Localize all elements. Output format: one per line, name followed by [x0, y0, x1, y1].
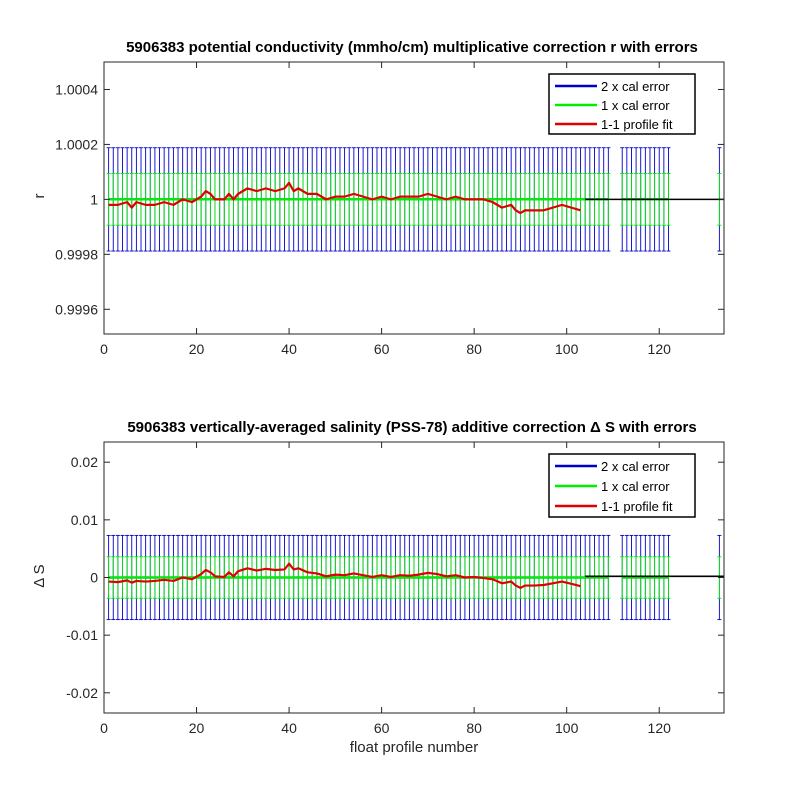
- y-tick-label: 0.9996: [55, 301, 98, 317]
- legend-entry-2x-cal-error: 2 x cal error: [601, 79, 670, 94]
- x-tick-label: 80: [466, 720, 482, 736]
- legend-entry-profile-fit: 1-1 profile fit: [601, 117, 673, 132]
- x-tick-label: 0: [100, 720, 108, 736]
- legend-entry-2x-cal-error: 2 x cal error: [601, 459, 670, 474]
- legend: 2 x cal error 1 x cal error 1-1 profile …: [548, 73, 696, 135]
- error-bars-1x-cal-error: [106, 556, 722, 599]
- y-tick-label: 1.0004: [55, 81, 98, 97]
- x-tick-label: 100: [555, 341, 579, 357]
- y-tick-label: 0.9998: [55, 246, 98, 262]
- series-line-profile-fit: [108, 181, 581, 215]
- x-tick-label: 60: [374, 341, 390, 357]
- legend-entry-1x-cal-error: 1 x cal error: [601, 98, 670, 113]
- y-axis-label: Δ S: [31, 564, 48, 587]
- x-tick-label: 120: [648, 341, 672, 357]
- y-tick-label: 0.01: [71, 512, 98, 528]
- subplot-salinity-correction: 5906383 vertically-averaged salinity (PS…: [31, 419, 725, 756]
- plot-area: 0 20 40 60 80 100 120 -0.02 -0.01 0 0.01 0.02: [66, 441, 725, 736]
- error-bars-1x-cal-error: [106, 173, 722, 226]
- y-tick-label: 1: [90, 191, 98, 207]
- x-tick-label: 20: [189, 720, 205, 736]
- y-tick-label: 0: [90, 570, 98, 586]
- chart-title: 5906383 potential conductivity (mmho/cm)…: [126, 39, 698, 56]
- x-axis-label: float profile number: [350, 739, 478, 756]
- legend-entry-profile-fit: 1-1 profile fit: [601, 499, 673, 514]
- x-tick-label: 20: [189, 341, 205, 357]
- x-tick-label: 100: [555, 720, 579, 736]
- x-tick-label: 0: [100, 341, 108, 357]
- series-line-profile-fit: [108, 562, 581, 589]
- y-tick-label: -0.01: [66, 627, 98, 643]
- x-tick-label: 40: [281, 341, 297, 357]
- y-tick-label: -0.02: [66, 685, 98, 701]
- x-tick-label: 120: [648, 720, 672, 736]
- y-axis-label: r: [31, 194, 48, 199]
- legend: 2 x cal error 1 x cal error 1-1 profile …: [548, 453, 696, 518]
- y-tick-label: 1.0002: [55, 136, 98, 152]
- x-tick-label: 80: [466, 341, 482, 357]
- x-tick-label: 60: [374, 720, 390, 736]
- chart-title: 5906383 vertically-averaged salinity (PS…: [127, 419, 696, 436]
- axes-frame: [103, 61, 725, 335]
- x-tick-label: 40: [281, 720, 297, 736]
- legend-entry-1x-cal-error: 1 x cal error: [601, 479, 670, 494]
- subplot-conductivity-correction: 5906383 potential conductivity (mmho/cm)…: [31, 39, 725, 357]
- y-tick-label: 0.02: [71, 454, 98, 470]
